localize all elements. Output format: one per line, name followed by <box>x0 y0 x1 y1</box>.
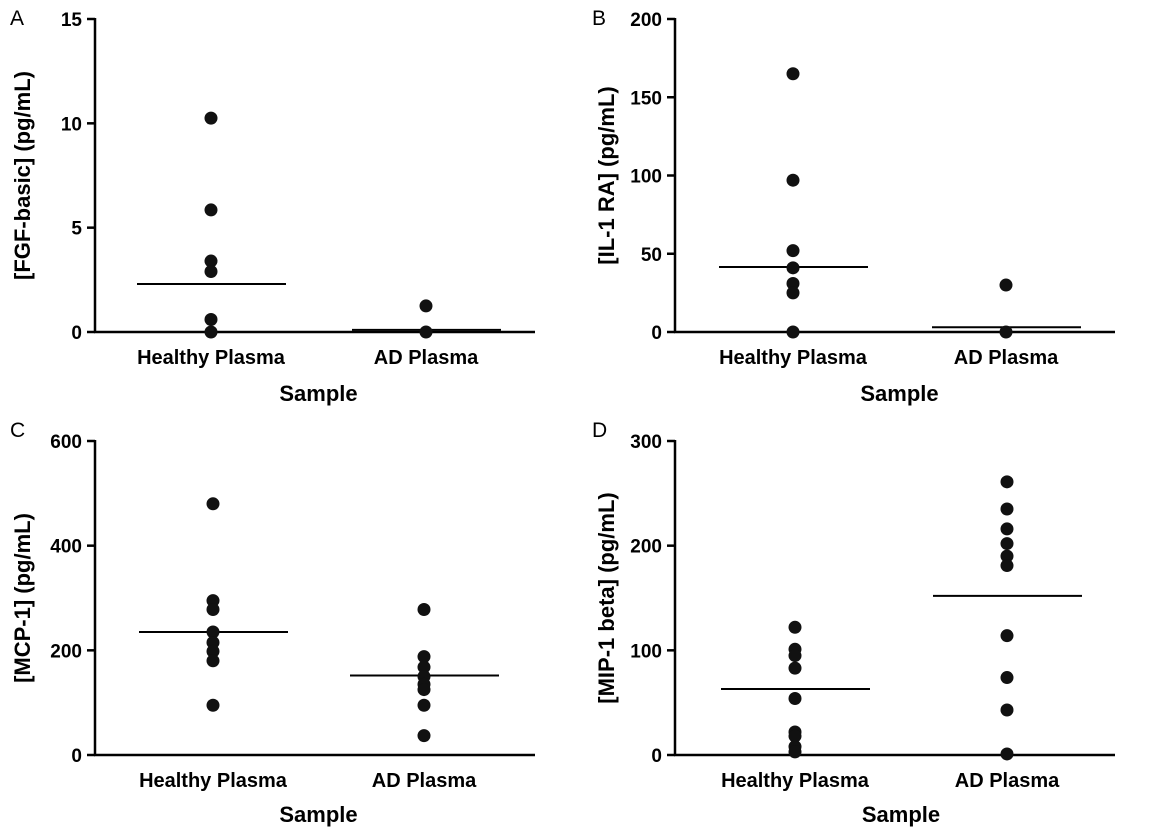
data-point <box>788 620 802 634</box>
data-point <box>419 299 433 313</box>
data-point <box>1000 502 1014 516</box>
data-point <box>204 254 218 268</box>
data-point <box>1000 559 1014 573</box>
y-tick-label: 0 <box>651 746 662 767</box>
panel-letter: D <box>592 419 607 442</box>
y-tick-label: 50 <box>641 245 662 266</box>
data-point <box>786 67 800 81</box>
data-point <box>1000 629 1014 643</box>
data-point <box>786 261 800 275</box>
data-point <box>1000 475 1014 489</box>
x-axis-title: Sample <box>860 381 938 406</box>
y-tick-label: 300 <box>630 432 662 453</box>
data-point <box>1000 537 1014 551</box>
data-point <box>788 691 802 705</box>
panel-d: D [MIP-1 beta] (pg/mL) Sample Healthy Pl… <box>592 419 1115 827</box>
category-label-healthy: Healthy Plasma <box>137 347 286 369</box>
data-point <box>1000 703 1014 717</box>
data-point <box>417 650 431 664</box>
category-label-ad: AD Plasma <box>374 347 479 369</box>
data-point <box>1000 747 1014 761</box>
data-point <box>1000 671 1014 685</box>
y-tick-label: 400 <box>50 537 82 558</box>
data-point <box>204 203 218 217</box>
data-point <box>788 649 802 663</box>
data-point <box>788 661 802 675</box>
data-point <box>206 497 220 511</box>
panel-b: B [IL-1 RA] (pg/mL) Sample Healthy Plasm… <box>592 7 1115 406</box>
data-point <box>417 660 431 674</box>
panel-letter: A <box>10 7 24 30</box>
data-point <box>786 276 800 290</box>
y-tick-label: 200 <box>630 10 662 31</box>
data-point <box>786 173 800 187</box>
y-tick-label: 5 <box>71 219 82 240</box>
y-tick-label: 100 <box>630 641 662 662</box>
data-point <box>206 644 220 658</box>
y-axis-title: [MCP-1] (pg/mL) <box>10 513 35 683</box>
data-point <box>204 111 218 125</box>
y-axis-title: [MIP-1 beta] (pg/mL) <box>594 492 619 703</box>
data-point <box>999 278 1013 292</box>
data-point <box>788 729 802 743</box>
data-point <box>786 325 800 339</box>
y-axis-title: [FGF-basic] (pg/mL) <box>10 71 35 280</box>
panel-a: A [FGF-basic] (pg/mL) Sample Healthy Pla… <box>10 7 535 406</box>
data-point <box>206 698 220 712</box>
panel-c: C [MCP-1] (pg/mL) Sample Healthy Plasma … <box>10 419 535 827</box>
category-label-ad: AD Plasma <box>372 770 477 792</box>
data-point <box>417 729 431 743</box>
data-point <box>999 325 1013 339</box>
data-point <box>206 603 220 617</box>
category-label-ad: AD Plasma <box>955 770 1060 792</box>
y-axis-title: [IL-1 RA] (pg/mL) <box>594 86 619 264</box>
data-point <box>1000 549 1014 563</box>
data-point <box>204 264 218 278</box>
y-tick-label: 150 <box>630 88 662 109</box>
y-tick-label: 0 <box>71 323 82 344</box>
data-point <box>417 603 431 617</box>
category-label-healthy: Healthy Plasma <box>719 347 868 369</box>
data-point <box>204 312 218 326</box>
data-point <box>788 745 802 759</box>
data-point <box>786 244 800 258</box>
data-point <box>786 286 800 300</box>
x-axis-title: Sample <box>279 381 357 406</box>
data-point <box>1000 522 1014 536</box>
category-label-ad: AD Plasma <box>954 347 1059 369</box>
y-tick-label: 15 <box>61 10 83 31</box>
y-tick-label: 0 <box>651 323 662 344</box>
category-label-healthy: Healthy Plasma <box>721 770 870 792</box>
data-point <box>206 654 220 668</box>
category-label-healthy: Healthy Plasma <box>139 770 288 792</box>
data-point <box>419 325 433 339</box>
data-point <box>206 594 220 608</box>
y-tick-label: 100 <box>630 167 662 188</box>
panel-letter: C <box>10 419 25 442</box>
data-point <box>206 625 220 639</box>
y-tick-label: 0 <box>71 746 82 767</box>
data-point <box>206 635 220 649</box>
data-point <box>417 698 431 712</box>
y-tick-label: 600 <box>50 432 82 453</box>
y-tick-label: 10 <box>61 114 82 135</box>
x-axis-title: Sample <box>279 802 357 827</box>
data-point <box>204 325 218 339</box>
y-tick-label: 200 <box>630 537 662 558</box>
y-tick-label: 200 <box>50 641 82 662</box>
data-point <box>417 683 431 697</box>
x-axis-title: Sample <box>862 802 940 827</box>
panel-letter: B <box>592 7 606 30</box>
